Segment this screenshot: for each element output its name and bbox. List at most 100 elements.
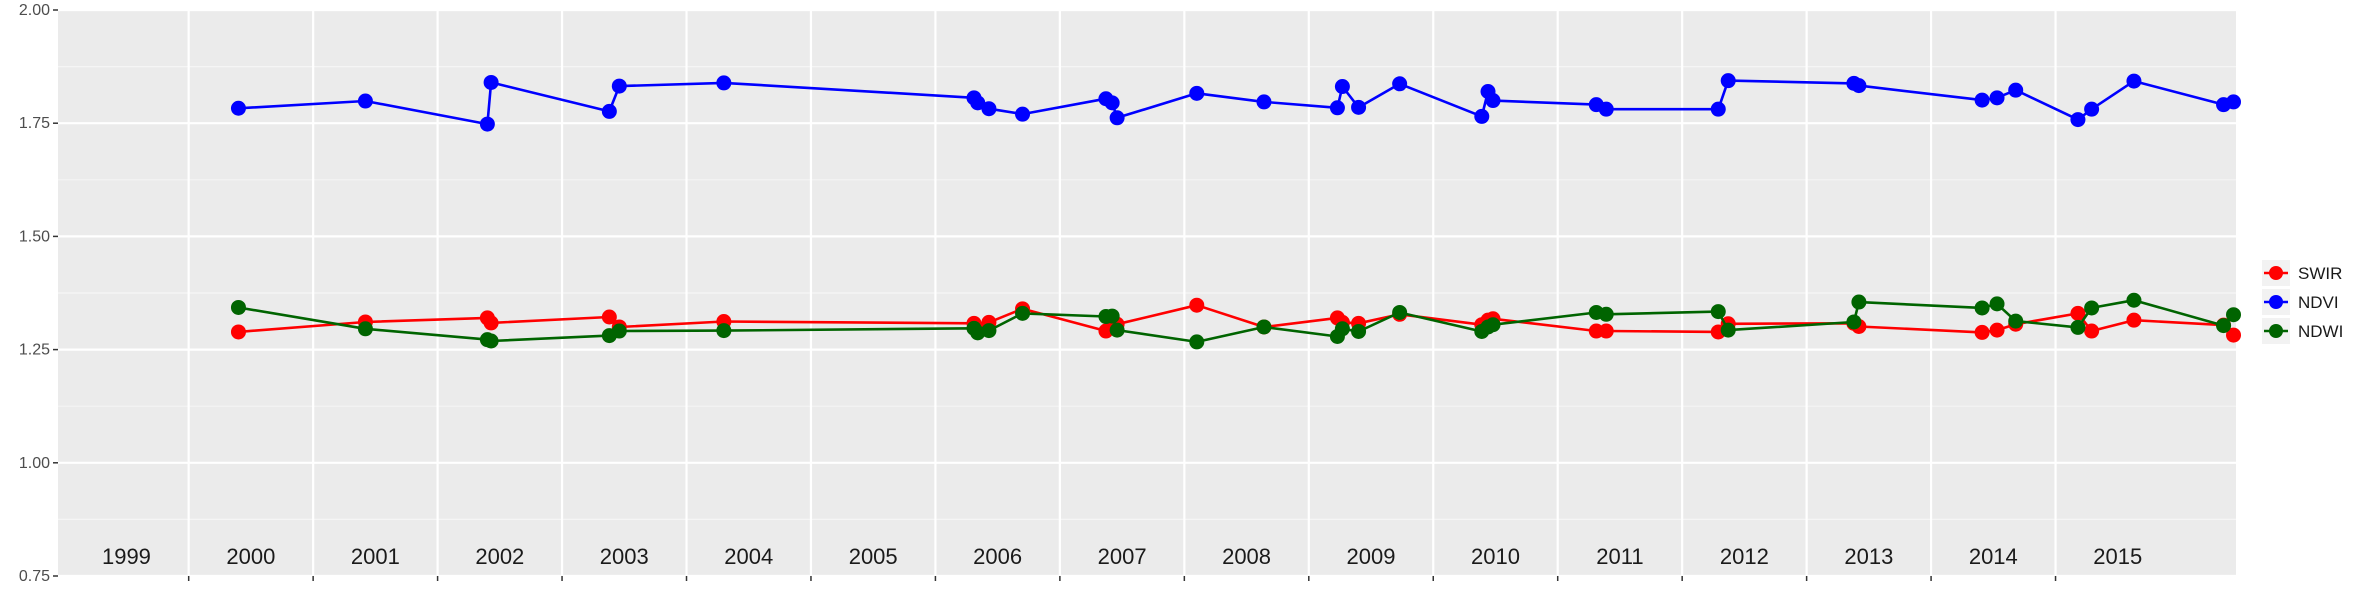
data-point-ndwi bbox=[2126, 292, 2142, 308]
year-label: 2008 bbox=[1222, 544, 1271, 569]
data-point-ndvi bbox=[1974, 92, 1990, 108]
data-point-ndvi bbox=[1015, 106, 1031, 122]
data-point-ndvi bbox=[2126, 73, 2142, 89]
data-point-ndwi bbox=[1846, 314, 1862, 330]
year-label: 2006 bbox=[973, 544, 1022, 569]
y-axis: 0.75 1.00 1.25 1.50 1.75 2.00 bbox=[19, 2, 58, 585]
data-point-swir bbox=[1974, 324, 1990, 340]
data-point-ndwi bbox=[1392, 304, 1408, 320]
data-point-ndvi bbox=[479, 116, 495, 132]
year-label: 2002 bbox=[475, 544, 524, 569]
data-point-ndwi bbox=[1989, 296, 2005, 312]
data-point-swir bbox=[1598, 323, 1614, 339]
y-tick-label: 1.75 bbox=[19, 115, 50, 132]
data-point-swir bbox=[601, 309, 617, 325]
data-point-ndvi bbox=[230, 100, 246, 116]
data-point-ndwi bbox=[2226, 307, 2242, 323]
legend-label-ndwi: NDWI bbox=[2298, 322, 2343, 341]
data-point-swir bbox=[1189, 297, 1205, 313]
year-label: 2010 bbox=[1471, 544, 1520, 569]
data-point-ndwi bbox=[1598, 306, 1614, 322]
year-label: 2001 bbox=[351, 544, 400, 569]
data-point-ndvi bbox=[1351, 99, 1367, 115]
data-point-ndwi bbox=[1104, 308, 1120, 324]
data-point-ndwi bbox=[1720, 322, 1736, 338]
minor-gridlines bbox=[58, 65, 2236, 521]
data-point-ndwi bbox=[483, 333, 499, 349]
data-point-ndwi bbox=[611, 323, 627, 339]
data-point-swir bbox=[483, 315, 499, 331]
year-label: 2007 bbox=[1098, 544, 1147, 569]
data-point-ndwi bbox=[981, 323, 997, 339]
data-point-ndwi bbox=[230, 299, 246, 315]
data-point-ndvi bbox=[1485, 93, 1501, 109]
legend-label-swir: SWIR bbox=[2298, 264, 2342, 283]
data-point-swir bbox=[2084, 323, 2100, 339]
legend-key-point-ndwi bbox=[2269, 324, 2283, 338]
data-point-ndwi bbox=[357, 321, 373, 337]
y-tick-label: 0.75 bbox=[19, 568, 50, 585]
y-tick-label: 1.00 bbox=[19, 455, 50, 472]
data-point-ndvi bbox=[1334, 79, 1350, 95]
y-tick-label: 1.50 bbox=[19, 228, 50, 245]
data-point-ndwi bbox=[1189, 334, 1205, 350]
data-point-ndwi bbox=[1334, 321, 1350, 337]
data-point-ndvi bbox=[1474, 108, 1490, 124]
data-point-ndwi bbox=[2084, 300, 2100, 316]
legend-label-ndvi: NDVI bbox=[2298, 293, 2339, 312]
year-label: 2011 bbox=[1596, 544, 1643, 569]
data-point-ndwi bbox=[1710, 304, 1726, 320]
y-tick-label: 2.00 bbox=[19, 2, 50, 19]
year-labels: 1999 2000 2001 2002 2003 2004 2005 2006 2007 2008… bbox=[102, 544, 2142, 569]
data-point-ndvi bbox=[970, 95, 986, 111]
data-point-ndwi bbox=[1974, 300, 1990, 316]
major-gridlines bbox=[58, 8, 2236, 578]
data-point-ndwi bbox=[2216, 318, 2232, 334]
year-label: 1999 bbox=[102, 544, 151, 569]
data-point-ndvi bbox=[357, 93, 373, 109]
year-label: 2000 bbox=[226, 544, 275, 569]
data-point-ndvi bbox=[1720, 73, 1736, 89]
legend: SWIR NDVI NDWI bbox=[2262, 260, 2343, 344]
x-axis bbox=[187, 576, 2057, 581]
data-point-ndvi bbox=[2084, 101, 2100, 117]
year-label: 2015 bbox=[2093, 544, 2142, 569]
data-point-ndvi bbox=[1189, 85, 1205, 101]
data-point-ndvi bbox=[2008, 82, 2024, 98]
data-point-ndvi bbox=[1109, 110, 1125, 126]
year-label: 2012 bbox=[1720, 544, 1769, 569]
y-tick-label: 1.25 bbox=[19, 342, 50, 359]
data-point-ndwi bbox=[1485, 317, 1501, 333]
data-point-ndvi bbox=[1104, 95, 1120, 111]
data-point-swir bbox=[2226, 327, 2242, 343]
year-label: 2003 bbox=[600, 544, 649, 569]
data-point-ndwi bbox=[1109, 322, 1125, 338]
data-point-swir bbox=[1989, 322, 2005, 338]
data-point-ndwi bbox=[716, 323, 732, 339]
year-label: 2013 bbox=[1844, 544, 1893, 569]
data-point-ndwi bbox=[1015, 305, 1031, 321]
data-point-ndvi bbox=[483, 74, 499, 90]
legend-key-point-swir bbox=[2269, 266, 2283, 280]
legend-key-point-ndvi bbox=[2269, 295, 2283, 309]
data-point-ndvi bbox=[2070, 112, 2086, 128]
year-label: 2004 bbox=[724, 544, 773, 569]
data-point-ndvi bbox=[1256, 94, 1272, 110]
data-point-ndvi bbox=[1598, 101, 1614, 117]
year-label: 2005 bbox=[849, 544, 898, 569]
data-point-swir bbox=[2070, 305, 2086, 321]
data-point-ndwi bbox=[2070, 319, 2086, 335]
data-point-ndvi bbox=[2226, 94, 2242, 110]
data-point-ndvi bbox=[716, 75, 732, 91]
data-point-ndvi bbox=[1392, 76, 1408, 92]
data-point-ndvi bbox=[611, 78, 627, 94]
data-point-ndvi bbox=[981, 101, 997, 117]
data-point-swir bbox=[230, 324, 246, 340]
year-label: 2014 bbox=[1969, 544, 2018, 569]
data-point-ndwi bbox=[2008, 313, 2024, 329]
data-point-ndvi bbox=[1329, 100, 1345, 116]
data-point-ndvi bbox=[601, 103, 617, 119]
data-point-ndvi bbox=[1710, 101, 1726, 117]
